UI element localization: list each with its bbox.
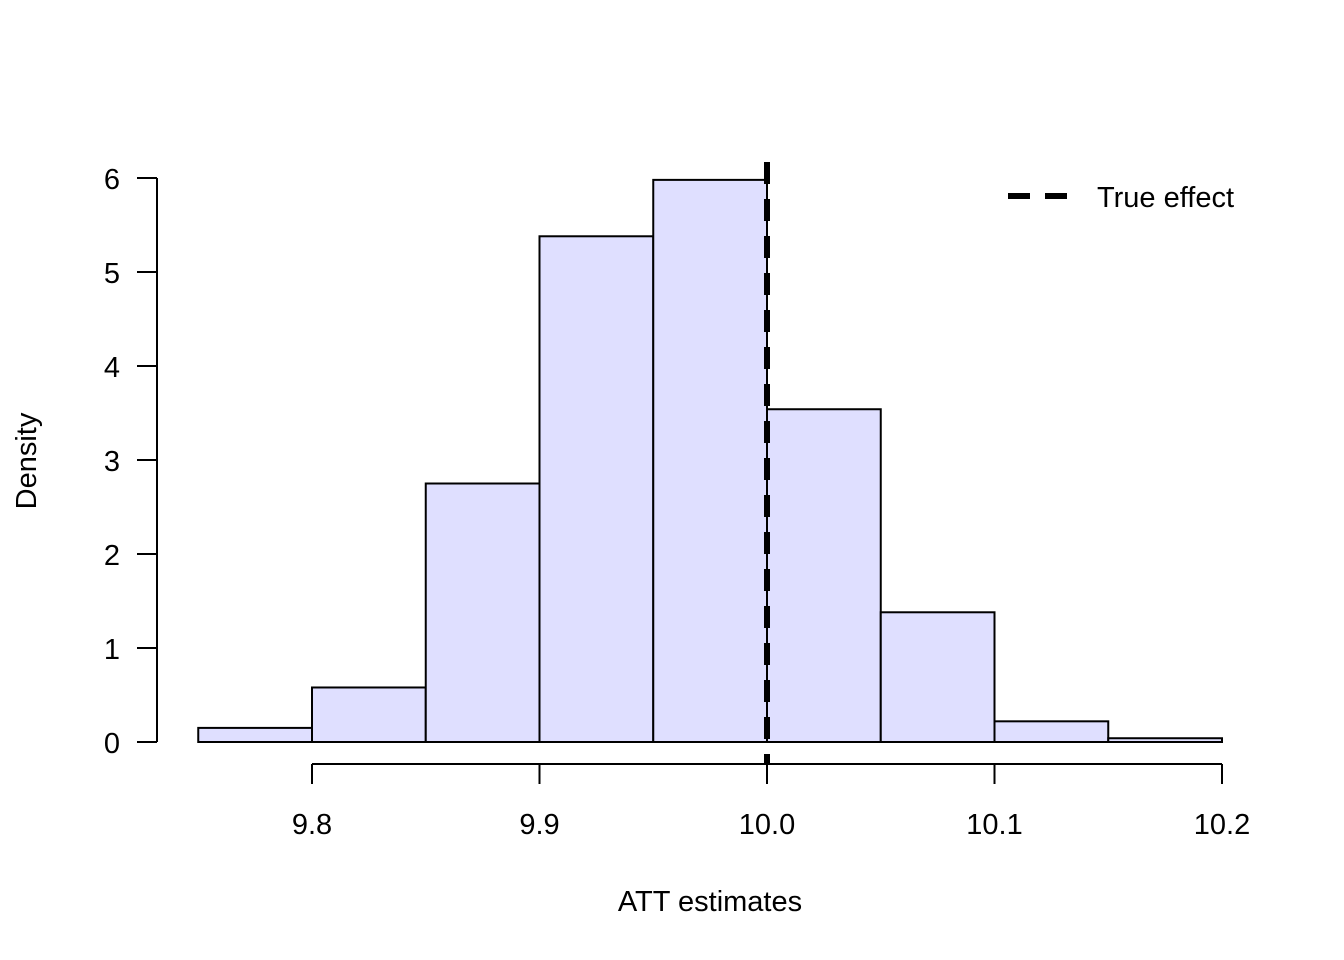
x-axis-title: ATT estimates bbox=[618, 886, 802, 918]
y-tick-label: 1 bbox=[104, 634, 120, 666]
y-tick-label: 2 bbox=[104, 540, 120, 572]
histogram-bar bbox=[311, 686, 427, 743]
x-tick-label: 10.0 bbox=[739, 809, 795, 841]
legend-label-true-effect: True effect bbox=[1097, 182, 1234, 214]
x-tick-label: 10.2 bbox=[1194, 809, 1250, 841]
histogram-bar bbox=[766, 408, 882, 743]
x-tick-label: 10.1 bbox=[966, 809, 1022, 841]
histogram-bar bbox=[879, 611, 996, 744]
histogram-bar bbox=[197, 726, 313, 744]
y-tick-label: 4 bbox=[104, 352, 120, 384]
histogram-bar bbox=[993, 720, 1110, 744]
y-axis-title: Density bbox=[11, 412, 43, 509]
histogram-bars bbox=[197, 178, 1223, 744]
histogram-bar bbox=[424, 482, 541, 743]
y-axis: 0 1 2 3 4 5 6 bbox=[104, 164, 158, 760]
y-tick-label: 5 bbox=[104, 258, 120, 290]
histogram-bar bbox=[538, 235, 655, 743]
y-tick-label: 0 bbox=[104, 728, 120, 760]
x-tick-label: 9.9 bbox=[519, 809, 559, 841]
histogram-bar bbox=[1107, 737, 1223, 743]
legend: True effect bbox=[1008, 182, 1234, 214]
y-tick-label: 6 bbox=[104, 164, 120, 196]
histogram-bar bbox=[652, 178, 768, 743]
x-axis: 9.8 9.9 10.0 10.1 10.2 bbox=[292, 763, 1250, 841]
y-tick-label: 3 bbox=[104, 446, 120, 478]
x-tick-label: 9.8 bbox=[292, 809, 332, 841]
